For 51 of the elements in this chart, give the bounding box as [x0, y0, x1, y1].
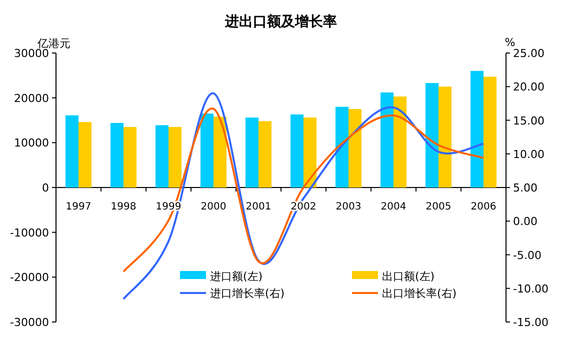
bar [200, 114, 214, 188]
y-tick-label: -10000 [10, 226, 49, 240]
x-tick-label: 1998 [110, 202, 136, 212]
legend-label: 出口增长率(右) [382, 287, 457, 300]
y-tick-label: 10000 [14, 136, 49, 150]
x-tick-label: 1997 [66, 202, 92, 212]
y-tick-label: 20000 [14, 92, 49, 105]
bar [304, 118, 316, 188]
bar [470, 70, 484, 188]
bar [214, 116, 226, 188]
bar [394, 96, 406, 188]
bar [290, 114, 304, 188]
y2-tick-label: -15.00 [513, 316, 548, 329]
y2-tick-label: 5.00 [513, 182, 538, 194]
y-tick-label: -20000 [10, 271, 49, 284]
x-tick-label: 2001 [246, 202, 272, 212]
bar [438, 86, 452, 188]
bar [484, 76, 496, 188]
y-tick-label: -30000 [10, 316, 49, 329]
y2-axis-title: % [504, 36, 516, 49]
x-tick-label: 2003 [336, 202, 362, 212]
bar [110, 122, 124, 188]
y2-tick-label: 25.00 [513, 47, 544, 60]
y2-tick-label: -5.00 [513, 248, 542, 262]
x-tick-label: 2004 [380, 202, 406, 212]
y2-tick-label: 10.00 [513, 148, 544, 161]
y-tick-label: 0 [42, 182, 49, 194]
legend-label: 出口额(左) [382, 270, 435, 283]
bar [336, 106, 348, 188]
bar [124, 126, 136, 188]
bar [246, 118, 258, 188]
x-tick-label: 2006 [470, 202, 496, 212]
y2-tick-label: 20.00 [513, 80, 544, 94]
legend-label: 进口增长率(右) [210, 287, 285, 300]
bar [66, 115, 78, 188]
bar [156, 125, 168, 188]
bar [168, 126, 182, 188]
y-tick-label: 30000 [14, 47, 49, 60]
y2-tick-label: 15.00 [513, 114, 544, 128]
bar [380, 92, 394, 188]
bar [348, 109, 362, 188]
y2-tick-label: -10.00 [513, 282, 548, 296]
bar [426, 83, 438, 188]
bar [78, 122, 92, 188]
y-axis-title: 亿港元 [36, 37, 70, 50]
bar [258, 121, 272, 188]
x-tick-label: 2005 [426, 202, 452, 212]
x-tick-label: 2000 [200, 202, 226, 212]
chart-title: 进出口额及增长率 [224, 13, 337, 30]
y2-tick-label: 0.00 [513, 215, 538, 228]
legend-label: 进口额(左) [210, 270, 263, 283]
